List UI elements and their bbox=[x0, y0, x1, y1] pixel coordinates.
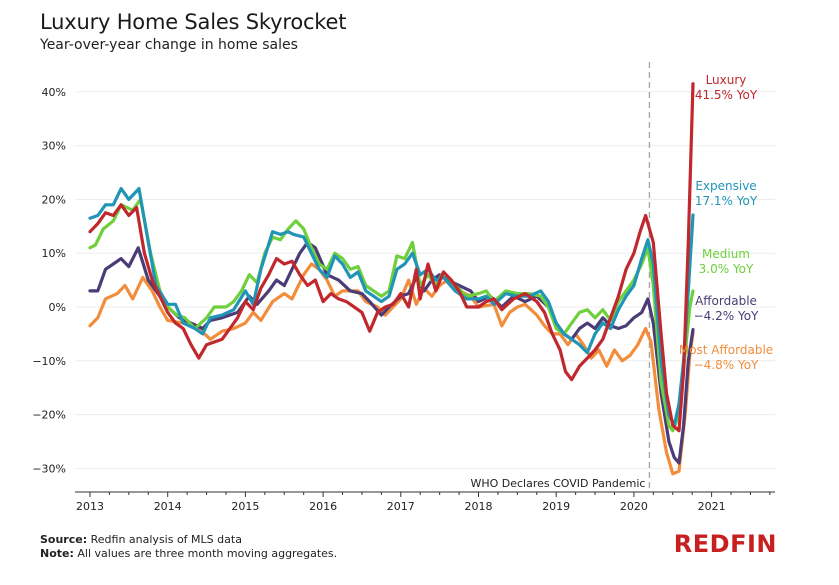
series-line-luxury bbox=[88, 82, 695, 433]
covid-annotation-label: WHO Declares COVID Pandemic bbox=[470, 477, 645, 490]
series-name-medium: Medium bbox=[702, 247, 750, 261]
x-tick-label: 2019 bbox=[542, 500, 570, 513]
redfin-logo: REDFIN bbox=[673, 530, 777, 558]
y-tick-label: 10% bbox=[42, 247, 66, 260]
x-tick-label: 2020 bbox=[620, 500, 648, 513]
x-tick-label: 2016 bbox=[309, 500, 337, 513]
series-name-most-affordable: Most Affordable bbox=[679, 343, 773, 357]
chart-title: Luxury Home Sales Skyrocket bbox=[40, 10, 347, 34]
x-tick-label: 2013 bbox=[76, 500, 104, 513]
axis-layer: 40% 30% 20% 10% 0% −10% −20% −30% 2013 2014 2015 20… bbox=[32, 62, 775, 513]
series-value-affordable: −4.2% YoY bbox=[694, 309, 759, 323]
x-tick-label: 2018 bbox=[465, 500, 493, 513]
series-value-most-affordable: −4.8% YoY bbox=[694, 358, 759, 372]
y-tick-label: −10% bbox=[32, 355, 66, 368]
series-name-expensive: Expensive bbox=[695, 179, 756, 193]
x-tick-label: 2017 bbox=[387, 500, 415, 513]
y-tick-label: −20% bbox=[32, 409, 66, 422]
series-name-affordable: Affordable bbox=[695, 294, 757, 308]
source-label: Source: bbox=[40, 533, 88, 546]
note-label: Note: bbox=[40, 547, 74, 560]
series-line-expensive bbox=[88, 187, 695, 427]
methodology-note: Note: All values are three month moving … bbox=[40, 547, 337, 560]
series-name-luxury: Luxury bbox=[706, 73, 747, 87]
grid-layer bbox=[75, 91, 775, 469]
series-layer bbox=[88, 82, 695, 476]
chart-subtitle: Year-over-year change in home sales bbox=[40, 37, 298, 53]
x-tick-label: 2015 bbox=[231, 500, 259, 513]
y-tick-label: 20% bbox=[42, 193, 66, 206]
y-tick-label: −30% bbox=[32, 462, 66, 475]
source-note: Source: Redfin analysis of MLS data bbox=[40, 533, 242, 546]
source-text: Redfin analysis of MLS data bbox=[90, 533, 242, 546]
series-label-layer: Most Affordable−4.8% YoY Affordable−4.2% … bbox=[679, 73, 773, 372]
y-tick-label: 30% bbox=[42, 140, 66, 153]
x-tick-label: 2021 bbox=[698, 500, 726, 513]
note-text: All values are three month moving aggreg… bbox=[77, 547, 338, 560]
series-value-expensive: 17.1% YoY bbox=[695, 194, 758, 208]
x-tick-label: 2014 bbox=[154, 500, 182, 513]
series-value-medium: 3.0% YoY bbox=[699, 262, 754, 276]
y-tick-label: 40% bbox=[42, 86, 66, 99]
series-value-luxury: 41.5% YoY bbox=[695, 88, 758, 102]
series-line-most-affordable bbox=[88, 262, 695, 476]
y-tick-label: 0% bbox=[49, 301, 66, 314]
